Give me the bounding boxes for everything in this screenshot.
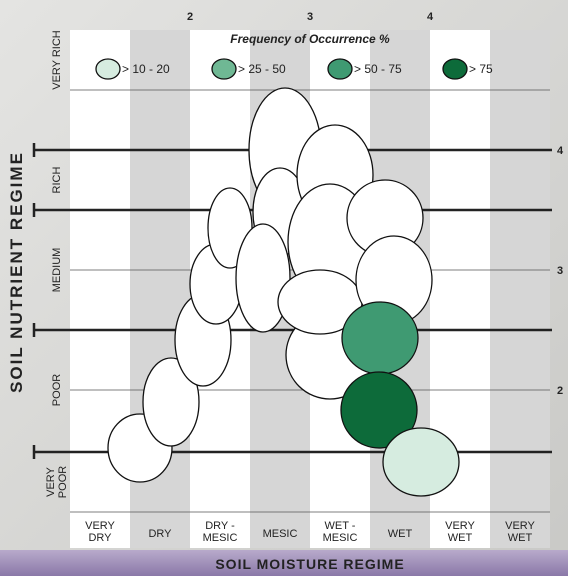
right-label: 2 (557, 385, 563, 397)
column-label: MESIC (263, 528, 298, 540)
legend-label: > 50 - 75 (354, 62, 402, 76)
column-label: WET (388, 528, 413, 540)
x-title: SOIL MOISTURE REGIME (215, 556, 404, 572)
row-label: MEDIUM (51, 248, 63, 293)
column-label: WET (508, 532, 533, 544)
x-title-band (0, 550, 568, 576)
row-label: RICH (51, 167, 63, 194)
column-label: DRY (88, 532, 112, 544)
legend-label: > 10 - 20 (122, 62, 170, 76)
column-label: DRY (148, 528, 172, 540)
column-label: WET (448, 532, 473, 544)
top-label: 3 (307, 11, 313, 23)
top-label: 2 (187, 11, 193, 23)
row-label: POOR (51, 374, 63, 406)
column-label: VERY (85, 520, 115, 532)
column-label: DRY - (205, 520, 235, 532)
row-label: POOR (57, 466, 69, 498)
column-label: MESIC (323, 532, 358, 544)
legend-label: > 25 - 50 (238, 62, 286, 76)
column-label: VERY (505, 520, 535, 532)
y-title: SOIL NUTRIENT REGIME (7, 151, 26, 393)
legend-title: Frequency of Occurrence % (230, 32, 390, 46)
ellipses (107, 87, 460, 497)
right-label: 3 (557, 265, 563, 277)
right-label: 4 (557, 145, 564, 157)
legend-swatches (95, 58, 468, 80)
column-label: WET - (325, 520, 356, 532)
top-labels: 2 3 4 (187, 11, 434, 23)
column-label: VERY (445, 520, 475, 532)
top-label: 4 (427, 11, 434, 23)
row-label: VERY (45, 466, 57, 496)
row-label: VERY RICH (51, 30, 63, 90)
column-label: MESIC (203, 532, 238, 544)
legend-label: > 75 (469, 62, 493, 76)
